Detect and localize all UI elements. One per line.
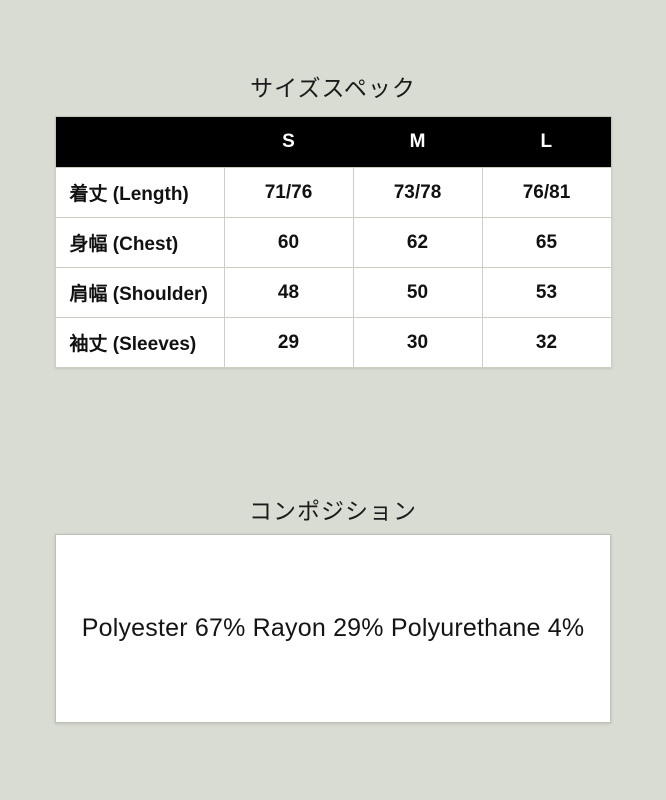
cell-value: 50 [352, 267, 483, 318]
composition-title: コンポジション [249, 498, 417, 524]
cell-value: 32 [481, 317, 612, 368]
row-label: 肩幅 (Shoulder) [54, 267, 225, 318]
size-spec-title: サイズスペック [250, 75, 416, 101]
cell-value: 29 [223, 317, 354, 368]
table-row-shoulder: 肩幅 (Shoulder) 48 50 53 [54, 267, 612, 318]
table-row-sleeves: 袖丈 (Sleeves) 29 30 32 [54, 317, 612, 368]
header-cell-l: L [482, 116, 611, 168]
cell-value: 76/81 [481, 167, 612, 218]
table-row-chest: 身幅 (Chest) 60 62 65 [54, 217, 612, 268]
cell-value: 65 [481, 217, 612, 268]
cell-value: 53 [481, 267, 612, 318]
composition-box: Polyester 67% Rayon 29% Polyurethane 4% [55, 534, 611, 723]
size-spec-table: S M L 着丈 (Length) 71/76 73/78 76/81 身幅 (… [54, 116, 612, 368]
cell-value: 48 [223, 267, 354, 318]
cell-value: 71/76 [223, 167, 354, 218]
cell-value: 73/78 [352, 167, 483, 218]
table-row-length: 着丈 (Length) 71/76 73/78 76/81 [54, 167, 612, 218]
row-label: 身幅 (Chest) [54, 217, 225, 268]
header-cell-m: M [353, 116, 482, 168]
cell-value: 60 [223, 217, 354, 268]
composition-text: Polyester 67% Rayon 29% Polyurethane 4% [81, 614, 585, 642]
cell-value: 30 [352, 317, 483, 368]
cell-value: 62 [352, 217, 483, 268]
row-label: 着丈 (Length) [54, 167, 225, 218]
header-cell-s: S [224, 116, 353, 168]
row-label: 袖丈 (Sleeves) [54, 317, 225, 368]
size-table-header-row: S M L [55, 116, 611, 168]
header-cell-blank [55, 116, 224, 168]
